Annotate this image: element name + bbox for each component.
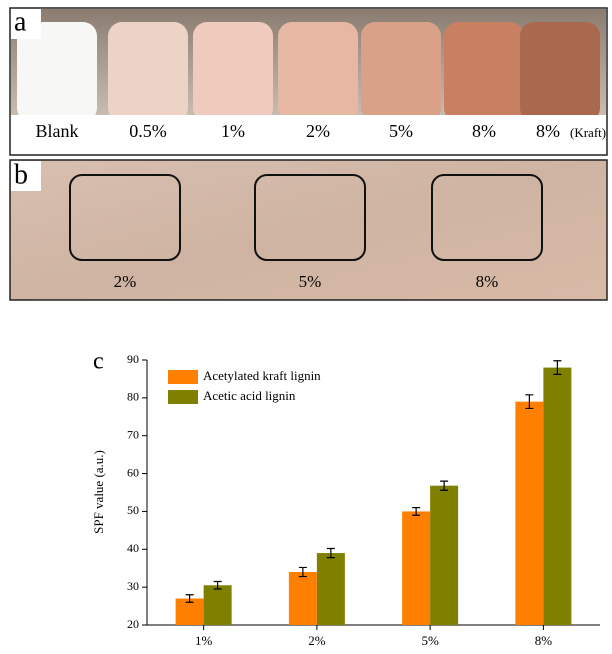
error-bar (553, 360, 562, 375)
test-area (254, 174, 366, 261)
legend-label: Acetylated kraft lignin (203, 368, 321, 383)
bar (515, 401, 544, 625)
y-tick-label: 70 (127, 427, 139, 441)
panel-a: a (9, 6, 608, 156)
tube (444, 22, 524, 122)
legend-swatch (168, 370, 198, 384)
x-tick-label: 5% (421, 633, 439, 648)
sample-label: 8% (536, 121, 560, 141)
y-axis-label: SPF value (a.u.) (91, 450, 106, 534)
error-bar (412, 507, 421, 516)
label-box (11, 161, 41, 191)
bar (316, 553, 345, 625)
panel-b-frame (9, 159, 608, 301)
bar (430, 485, 459, 625)
error-bar (213, 580, 222, 590)
area-label: 8% (476, 272, 499, 291)
sample-label: Blank (36, 121, 79, 141)
label-strip (11, 115, 606, 154)
test-area (69, 174, 181, 261)
sample-label: 2% (306, 121, 330, 141)
tube (520, 22, 600, 122)
bar (543, 367, 572, 625)
sample-note: (Kraft) (570, 125, 606, 140)
tube (17, 22, 97, 122)
error-bar (185, 594, 194, 603)
y-tick-label: 90 (127, 352, 139, 366)
error-bar (525, 394, 534, 410)
y-tick-label: 60 (127, 465, 139, 479)
error-bar (326, 547, 335, 559)
y-tick-label: 50 (127, 503, 139, 517)
x-tick-label: 1% (195, 633, 213, 648)
legend-swatch (168, 390, 198, 404)
sample-label: 0.5% (129, 121, 167, 141)
error-bar (298, 566, 307, 578)
tube (361, 22, 441, 122)
sample-label: 8% (472, 121, 496, 141)
label-box (11, 9, 41, 39)
legend-label: Acetic acid lignin (203, 388, 296, 403)
panel-b: b (9, 159, 608, 301)
y-tick-label: 20 (127, 617, 139, 631)
tube (278, 22, 358, 122)
panel-label: a (14, 6, 27, 37)
panel-label: b (14, 159, 28, 190)
bar (203, 585, 232, 625)
tube (108, 22, 188, 122)
y-tick-label: 30 (127, 579, 139, 593)
y-tick-label: 40 (127, 541, 139, 555)
bar (288, 572, 317, 625)
bar (175, 598, 204, 625)
area-label: 2% (114, 272, 137, 291)
test-area (431, 174, 543, 261)
tube (193, 22, 273, 122)
area-label: 5% (299, 272, 322, 291)
bar (402, 511, 431, 625)
error-bar (440, 480, 449, 491)
panel-label: c (93, 349, 104, 375)
x-tick-label: 8% (535, 633, 553, 648)
sample-label: 1% (221, 121, 245, 141)
x-tick-label: 2% (308, 633, 326, 648)
sample-label: 5% (389, 121, 413, 141)
y-tick-label: 80 (127, 390, 139, 404)
